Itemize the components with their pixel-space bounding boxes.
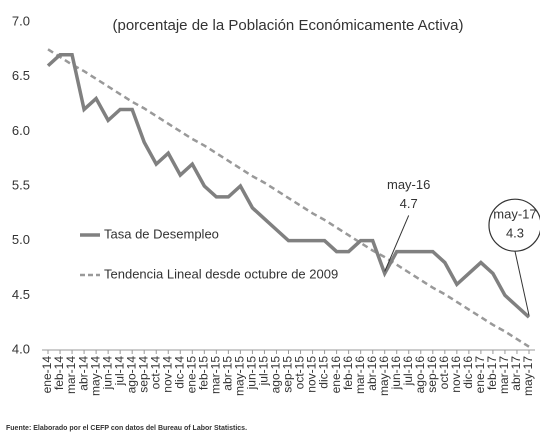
annotation-pointer (514, 251, 530, 316)
series-line (47, 48, 530, 348)
x-tick-label: jun-15 (245, 356, 259, 391)
x-tick-label: ene-16 (329, 356, 343, 394)
x-tick-label: jun-16 (389, 356, 403, 391)
x-tick-label: may-14 (88, 356, 102, 396)
x-tick-label: abr-17 (509, 356, 523, 391)
x-tick-label: may-16 (377, 356, 391, 396)
x-tick-label: mar-14 (64, 356, 78, 394)
x-tick-label: abr-14 (76, 356, 90, 391)
x-tick-label: feb-15 (197, 356, 211, 390)
x-tick-label: feb-17 (485, 356, 499, 390)
x-tick-label: abr-15 (221, 356, 235, 391)
x-tick-label: sep-16 (425, 356, 439, 393)
x-tick-label: nov-15 (305, 356, 319, 393)
x-tick-label: oct-14 (148, 356, 162, 390)
x-tick-label: feb-14 (52, 356, 66, 390)
x-tick-label: ene-14 (40, 356, 54, 394)
x-tick-label: mar-16 (353, 356, 367, 394)
annotation-pointer (384, 215, 410, 272)
y-tick-label: 5.5 (12, 177, 30, 192)
chart-title: (porcentaje de la Población Económicamen… (112, 17, 463, 34)
y-tick-label: 4.0 (12, 341, 30, 356)
x-tick-label: dic-15 (317, 356, 331, 389)
x-tick-label: feb-16 (341, 356, 355, 390)
x-tick-label: nov-14 (160, 356, 174, 393)
x-tick-label: oct-15 (293, 356, 307, 390)
series-line (46, 53, 531, 319)
annotation-value: 4.7 (400, 196, 418, 211)
x-tick-label: oct-16 (437, 356, 451, 390)
y-tick-label: 6.5 (12, 68, 30, 83)
x-tick-label: dic-16 (461, 356, 475, 389)
x-tick-label: may-17 (521, 356, 535, 396)
x-tick-label: ago-14 (124, 356, 138, 394)
x-tick-label: ene-17 (473, 356, 487, 394)
x-tick-label: mar-15 (209, 356, 223, 394)
annotation-label: may-16 (387, 177, 430, 192)
x-tick-label: dic-14 (172, 356, 186, 389)
x-tick-label: ene-15 (184, 356, 198, 394)
x-tick-label: may-15 (233, 356, 247, 396)
legend-label: Tasa de Desempleo (104, 226, 219, 241)
source-note: Fuente: Elaborado por el CEFP con datos … (6, 425, 247, 432)
y-tick-label: 5.0 (12, 232, 30, 247)
x-tick-label: ago-15 (269, 356, 283, 394)
annotation-value: 4.3 (506, 226, 524, 241)
x-tick-label: sep-15 (281, 356, 295, 393)
x-tick-label: jun-14 (100, 356, 114, 391)
x-tick-label: sep-14 (136, 356, 150, 393)
y-tick-label: 6.0 (12, 123, 30, 138)
x-tick-label: ago-16 (413, 356, 427, 394)
x-tick-label: nov-16 (449, 356, 463, 393)
y-tick-label: 4.5 (12, 287, 30, 302)
x-tick-label: mar-17 (497, 356, 511, 394)
x-tick-label: jul-15 (257, 356, 271, 387)
x-tick-label: jul-16 (401, 356, 415, 387)
x-tick-label: jul-14 (112, 356, 126, 387)
annotation-label: may-17 (493, 207, 536, 222)
y-tick-label: 7.0 (12, 13, 30, 28)
x-tick-label: abr-16 (365, 356, 379, 391)
legend-label: Tendencia Lineal desde octubre de 2009 (104, 266, 338, 281)
